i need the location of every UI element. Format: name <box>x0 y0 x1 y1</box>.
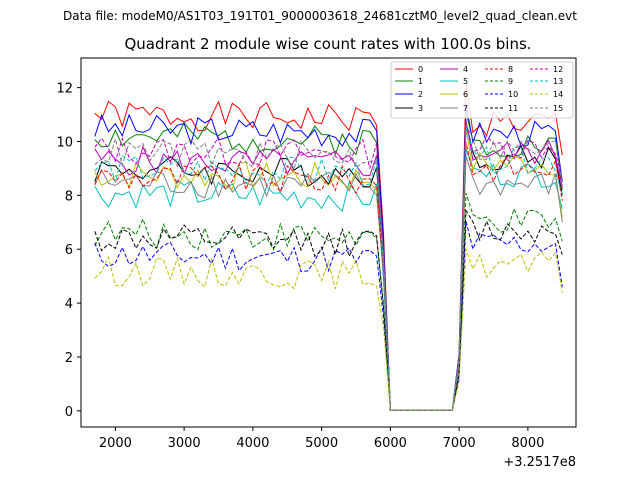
x-tick-label: 3000 <box>168 436 201 451</box>
x-tick-label: 6000 <box>374 436 407 451</box>
legend-label-8: 8 <box>508 65 513 74</box>
legend-label-0: 0 <box>418 65 423 74</box>
legend-label-6: 6 <box>463 90 468 99</box>
legend-label-5: 5 <box>463 77 468 86</box>
series-line-15 <box>94 123 563 411</box>
legend-label-4: 4 <box>463 65 468 74</box>
x-axis-offset-label: +3.2517e8 <box>503 455 576 470</box>
series-line-9 <box>94 192 563 411</box>
series-line-7 <box>94 155 563 411</box>
y-tick-label: 8 <box>65 189 73 204</box>
legend-frame <box>390 61 574 119</box>
series-line-14 <box>94 248 563 411</box>
legend-label-10: 10 <box>508 90 518 99</box>
legend-label-9: 9 <box>508 77 513 86</box>
series-line-12 <box>94 121 563 411</box>
x-tick-label: 8000 <box>511 436 544 451</box>
legend-label-2: 2 <box>418 90 423 99</box>
legend-label-13: 13 <box>553 77 563 86</box>
chart-suptitle: Data file: modeM0/AS1T03_191T01_90000036… <box>63 9 577 23</box>
legend-label-14: 14 <box>553 90 563 99</box>
y-tick-label: 2 <box>65 351 73 366</box>
legend-label-3: 3 <box>418 104 423 113</box>
chart-title: Quadrant 2 module wise count rates with … <box>124 35 531 53</box>
y-axis-ticks: 0 2 4 6 8 10 12 <box>56 82 81 420</box>
x-tick-label: 2000 <box>99 436 132 451</box>
series-line-10 <box>94 221 563 411</box>
series-line-3 <box>94 122 563 411</box>
series-line-8 <box>94 141 563 411</box>
series-line-11 <box>94 208 563 411</box>
y-tick-label: 4 <box>65 297 73 312</box>
x-axis-ticks: 2000 3000 4000 5000 6000 7000 8000 <box>99 427 544 451</box>
series-layer <box>94 83 563 411</box>
axes-frame <box>80 57 577 428</box>
x-tick-label: 5000 <box>305 436 338 451</box>
series-line-6 <box>94 127 563 411</box>
legend-label-11: 11 <box>508 104 518 113</box>
y-tick-label: 6 <box>65 243 73 258</box>
series-line-2 <box>94 104 563 411</box>
legend-label-15: 15 <box>553 104 563 113</box>
x-tick-label: 4000 <box>236 436 269 451</box>
legend-label-1: 1 <box>418 77 423 86</box>
legend-label-12: 12 <box>553 65 563 74</box>
y-tick-label: 0 <box>65 405 73 420</box>
y-tick-label: 10 <box>56 135 73 150</box>
y-tick-label: 12 <box>56 82 73 97</box>
series-line-4 <box>94 120 563 411</box>
series-line-5 <box>94 148 563 411</box>
series-line-0 <box>94 83 563 411</box>
x-tick-label: 7000 <box>443 436 476 451</box>
legend-label-7: 7 <box>463 104 468 113</box>
series-line-13 <box>94 127 563 411</box>
